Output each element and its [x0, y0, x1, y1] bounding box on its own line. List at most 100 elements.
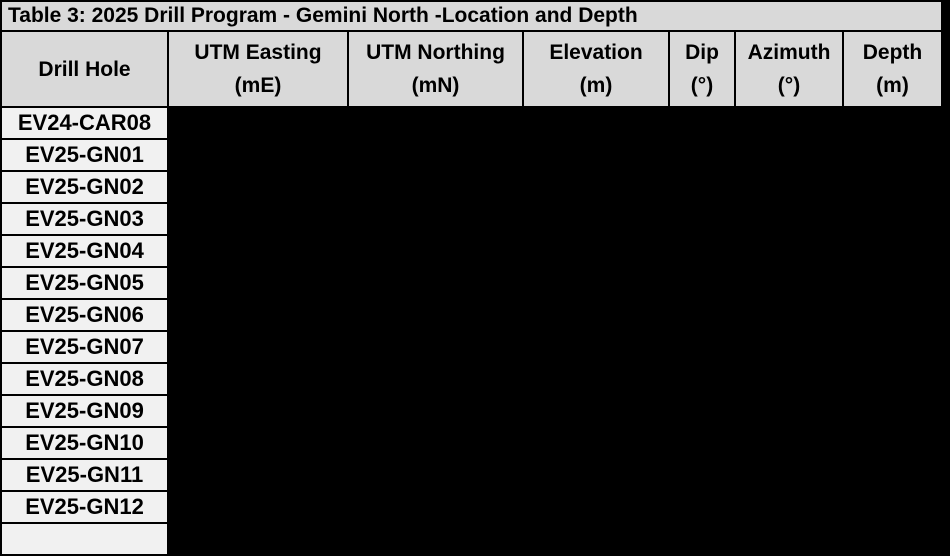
drill-hole-cell: EV24-CAR08 [2, 108, 167, 138]
drill-hole-cell: EV25-GN05 [2, 268, 167, 298]
redacted-cell [844, 396, 941, 426]
redacted-cell [349, 332, 522, 362]
redacted-cell [844, 492, 941, 522]
redacted-cell [524, 428, 668, 458]
table-row: EV25-GN01 [2, 140, 941, 170]
column-unit: (°) [690, 74, 714, 97]
column-header-depth: Depth (m) [844, 32, 941, 106]
table-row: EV25-GN05 [2, 268, 941, 298]
column-unit: (°) [777, 74, 801, 97]
table-row: EV24-CAR08 [2, 108, 941, 138]
redacted-cell [844, 140, 941, 170]
column-header-utm-easting: UTM Easting (mE) [169, 32, 347, 106]
redacted-cell [349, 204, 522, 234]
redacted-cell [524, 108, 668, 138]
redacted-cell [670, 428, 734, 458]
redacted-cell [670, 396, 734, 426]
redacted-cell [670, 460, 734, 490]
redacted-cell [736, 108, 842, 138]
table-row: EV25-GN12 [2, 492, 941, 522]
redacted-cell [524, 172, 668, 202]
column-header-dip: Dip (°) [670, 32, 734, 106]
table-row: EV25-GN03 [2, 204, 941, 234]
drill-hole-cell [2, 524, 167, 554]
drill-hole-cell: EV25-GN11 [2, 460, 167, 490]
redacted-cell [736, 236, 842, 266]
redacted-cell [349, 236, 522, 266]
column-label: UTM Northing [366, 41, 505, 64]
redacted-cell [844, 236, 941, 266]
redacted-cell [169, 524, 347, 554]
column-label: Drill Hole [38, 57, 131, 81]
redacted-cell [524, 300, 668, 330]
redacted-cell [524, 396, 668, 426]
redacted-cell [736, 492, 842, 522]
redacted-cell [169, 140, 347, 170]
redacted-cell [670, 236, 734, 266]
column-unit: (mN) [411, 74, 460, 97]
redacted-cell [169, 108, 347, 138]
redacted-cell [670, 268, 734, 298]
redacted-cell [524, 268, 668, 298]
redacted-cell [844, 300, 941, 330]
redacted-cell [524, 332, 668, 362]
drill-hole-cell: EV25-GN10 [2, 428, 167, 458]
column-header-utm-northing: UTM Northing (mN) [349, 32, 522, 106]
redacted-cell [524, 236, 668, 266]
table-header-row: Drill Hole UTM Easting (mE) UTM Northing… [2, 32, 941, 106]
redacted-cell [524, 460, 668, 490]
column-unit: (m) [579, 74, 613, 97]
column-label: Depth [862, 41, 923, 64]
drill-hole-cell: EV25-GN04 [2, 236, 167, 266]
column-unit: (mE) [234, 74, 282, 97]
drill-hole-cell: EV25-GN03 [2, 204, 167, 234]
redacted-cell [844, 332, 941, 362]
redacted-cell [169, 204, 347, 234]
drill-hole-cell: EV25-GN02 [2, 172, 167, 202]
redacted-cell [670, 108, 734, 138]
table-row: EV25-GN11 [2, 460, 941, 490]
redacted-cell [670, 364, 734, 394]
redacted-cell [736, 268, 842, 298]
redacted-cell [736, 332, 842, 362]
column-label: UTM Easting [194, 41, 322, 64]
redacted-cell [670, 140, 734, 170]
column-label: Elevation [549, 41, 643, 64]
redacted-cell [169, 492, 347, 522]
redacted-cell [736, 428, 842, 458]
drill-hole-cell: EV25-GN09 [2, 396, 167, 426]
redacted-cell [349, 428, 522, 458]
redacted-cell [169, 268, 347, 298]
redacted-cell [349, 108, 522, 138]
redacted-cell [670, 300, 734, 330]
redacted-cell [169, 396, 347, 426]
redacted-cell [524, 492, 668, 522]
table-row: EV25-GN06 [2, 300, 941, 330]
table-title: Table 3: 2025 Drill Program - Gemini Nor… [2, 2, 941, 30]
table-row: EV25-GN04 [2, 236, 941, 266]
redacted-cell [736, 460, 842, 490]
drill-hole-cell: EV25-GN01 [2, 140, 167, 170]
table-row: EV25-GN02 [2, 172, 941, 202]
table-row: EV25-GN09 [2, 396, 941, 426]
redacted-cell [844, 524, 941, 554]
redacted-cell [844, 460, 941, 490]
redacted-cell [670, 332, 734, 362]
table-row-partial [2, 524, 941, 554]
redacted-cell [349, 524, 522, 554]
redacted-cell [670, 172, 734, 202]
redacted-cell [670, 492, 734, 522]
redacted-cell [524, 364, 668, 394]
redacted-cell [736, 524, 842, 554]
redacted-cell [736, 300, 842, 330]
table-row: EV25-GN07 [2, 332, 941, 362]
column-header-elevation: Elevation (m) [524, 32, 668, 106]
redacted-cell [844, 364, 941, 394]
drill-hole-cell: EV25-GN08 [2, 364, 167, 394]
redacted-cell [524, 204, 668, 234]
drill-hole-cell: EV25-GN12 [2, 492, 167, 522]
redacted-cell [349, 140, 522, 170]
redacted-cell [844, 204, 941, 234]
table-row: EV25-GN08 [2, 364, 941, 394]
